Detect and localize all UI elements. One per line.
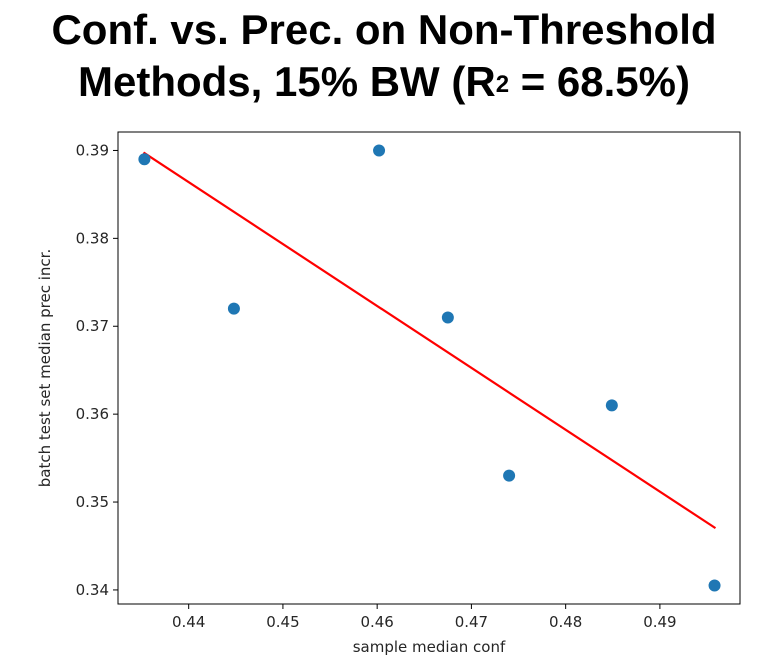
chart-title-line2-end: = 68.5%) (509, 58, 690, 105)
data-point (138, 153, 151, 166)
chart-title-line1: Conf. vs. Prec. on Non-Threshold (51, 6, 717, 53)
points-layer (138, 144, 721, 592)
fit-line-layer (142, 151, 717, 530)
data-point (605, 399, 618, 412)
data-point (373, 144, 386, 157)
data-point (441, 311, 454, 324)
plot-frame (117, 131, 741, 605)
y-tick-label: 0.34 (76, 581, 109, 599)
fit-line (142, 151, 717, 530)
x-tick-label: 0.47 (455, 613, 488, 631)
data-point (227, 302, 240, 315)
x-tick-label: 0.48 (549, 613, 582, 631)
y-tick-label: 0.37 (76, 317, 109, 335)
y-tick-label: 0.38 (76, 229, 109, 247)
chart-title-line2-start: Methods, 15% BW (R (78, 58, 496, 105)
data-point (503, 469, 516, 482)
x-tick-label: 0.46 (360, 613, 393, 631)
x-tick-label: 0.44 (172, 613, 205, 631)
chart-title-superscript: 2 (495, 71, 510, 98)
x-tick-label: 0.45 (266, 613, 299, 631)
y-axis-ticks: 0.34 0.35 0.36 0.37 0.38 0.39 (76, 141, 118, 599)
x-axis-label: sample median conf (353, 638, 506, 656)
data-point (708, 579, 721, 592)
y-tick-label: 0.36 (76, 405, 109, 423)
y-axis-label: batch test set median prec incr. (36, 249, 54, 487)
x-axis-ticks: 0.44 0.45 0.46 0.47 0.48 0.49 (172, 604, 677, 631)
x-tick-label: 0.49 (643, 613, 676, 631)
chart-title-line2: Methods, 15% BW (R2 = 68.5%) (0, 58, 768, 113)
y-tick-label: 0.35 (76, 493, 109, 511)
y-tick-label: 0.39 (76, 141, 109, 159)
